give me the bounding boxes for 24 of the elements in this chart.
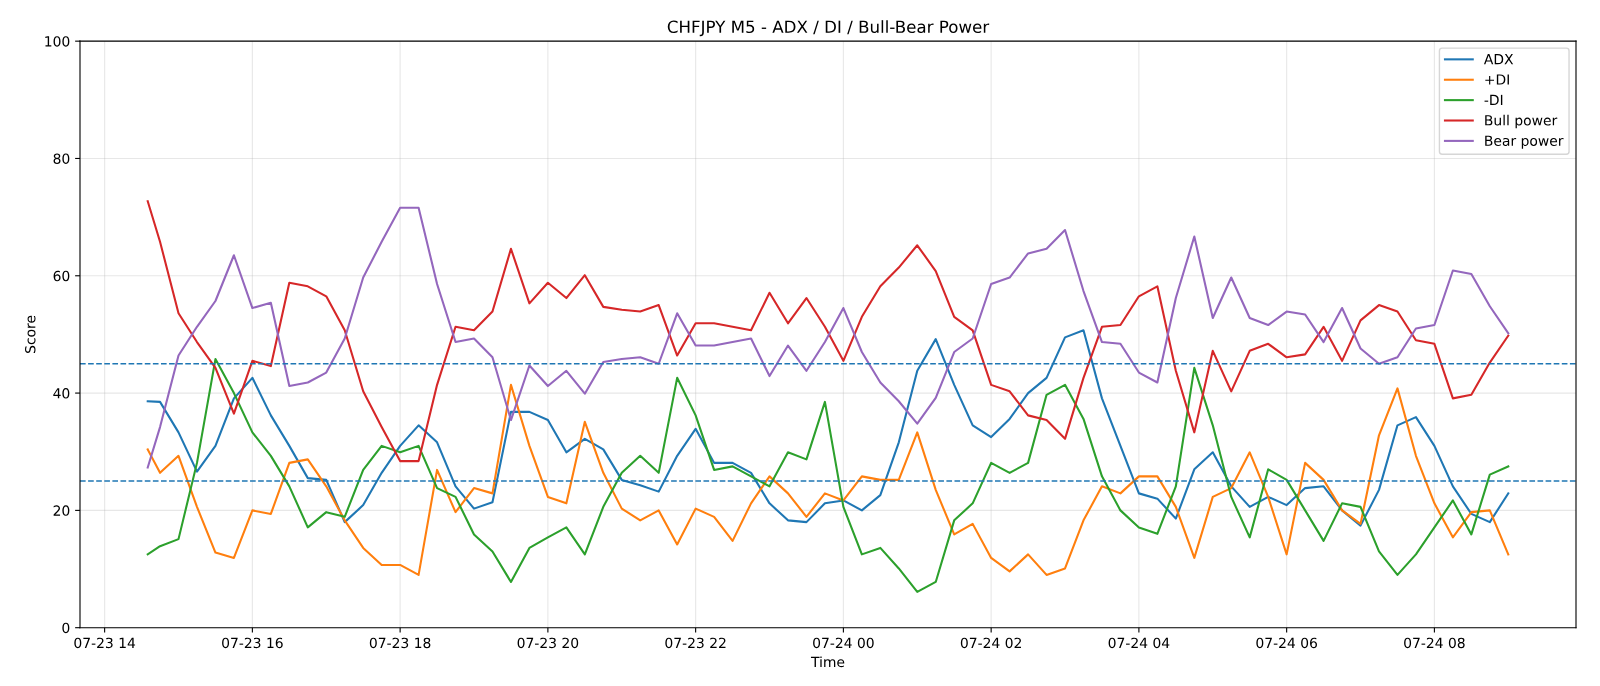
- legend-label: Bull power: [1485, 114, 1558, 129]
- y-tick-label: 80: [53, 153, 70, 164]
- y-tick-label: 60: [53, 270, 70, 282]
- x-tick-label: 07-24 04: [1108, 637, 1170, 649]
- x-tick-label: 07-23 16: [222, 637, 283, 649]
- y-axis-title: Score: [25, 315, 36, 353]
- legend-label: Bear power: [1485, 135, 1564, 149]
- legend-label: ADX: [1483, 54, 1514, 65]
- legend-label: +DI: [1485, 74, 1509, 85]
- x-axis-title: Time: [810, 656, 845, 668]
- x-tick-label: 07-23 22: [665, 637, 726, 649]
- legend-label: -DI: [1484, 94, 1503, 105]
- y-tick-label: 40: [53, 388, 70, 399]
- x-tick-label: 07-24 00: [813, 637, 874, 649]
- x-tick-label: 07-24 06: [1256, 637, 1317, 649]
- x-tick-label: 07-24 02: [960, 637, 1021, 649]
- x-tick-label: 07-24 08: [1404, 637, 1465, 649]
- y-tick-label: 0: [62, 622, 70, 634]
- x-tick-label: 07-23 18: [369, 637, 431, 649]
- y-tick-label: 100: [45, 36, 70, 47]
- x-tick-label: 07-23 14: [74, 637, 136, 649]
- chart-title: CHFJPY M5 - ADX / DI / Bull-Bear Power: [667, 20, 990, 37]
- x-tick-label: 07-23 20: [517, 637, 579, 649]
- y-tick-label: 20: [53, 505, 70, 516]
